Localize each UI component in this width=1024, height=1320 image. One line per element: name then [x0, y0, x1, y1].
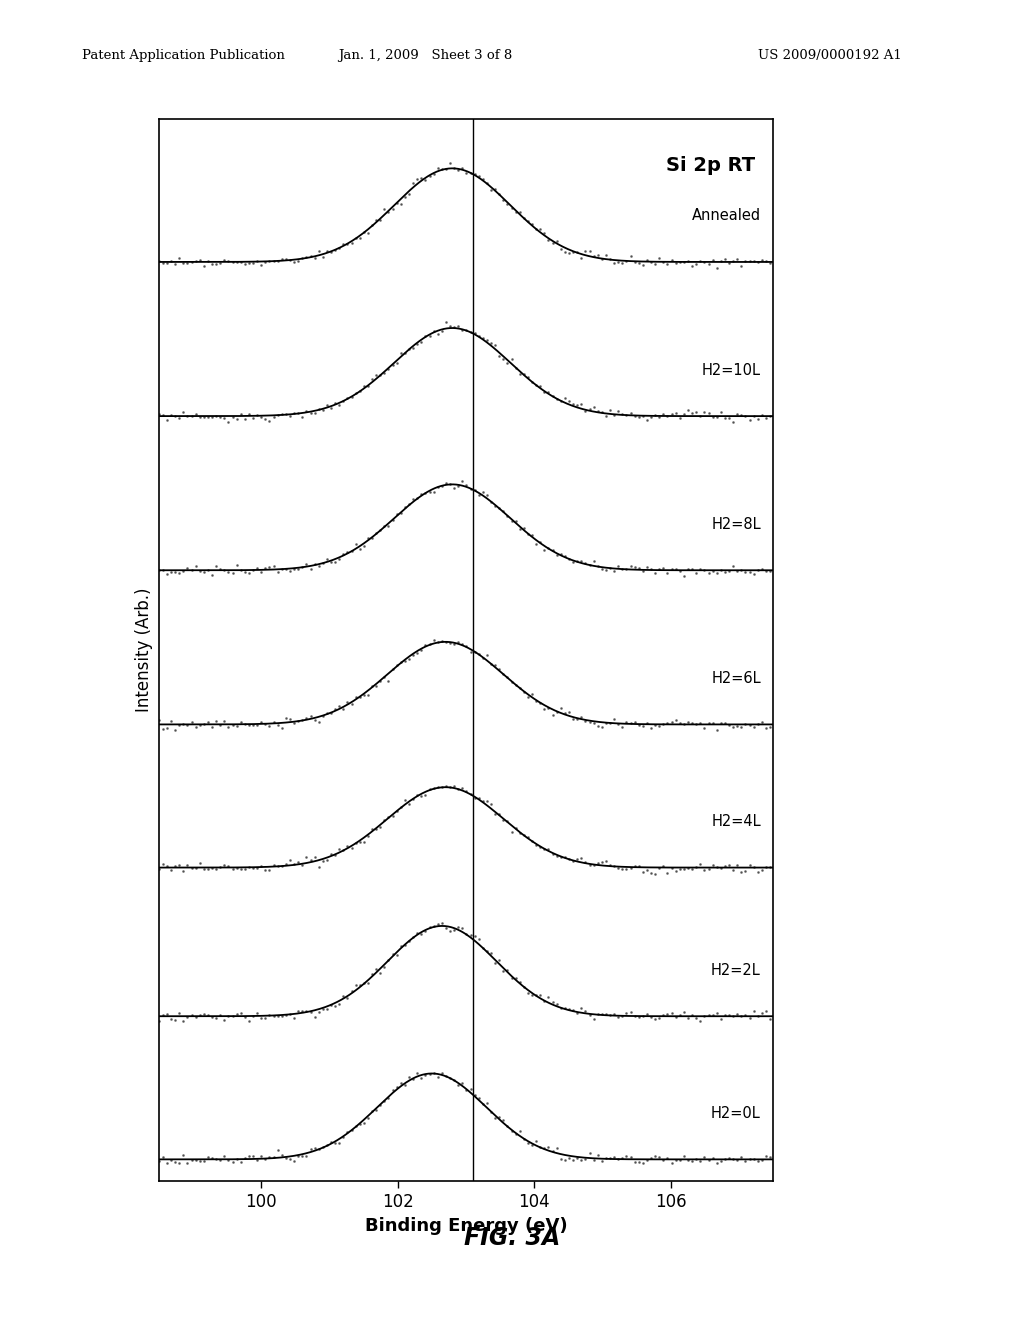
- Text: Annealed: Annealed: [691, 209, 761, 223]
- Text: H2=2L: H2=2L: [711, 962, 761, 978]
- Y-axis label: Intensity (Arb.): Intensity (Arb.): [135, 587, 154, 713]
- Text: Si 2p RT: Si 2p RT: [666, 156, 755, 176]
- Text: H2=10L: H2=10L: [701, 363, 761, 378]
- Text: Jan. 1, 2009   Sheet 3 of 8: Jan. 1, 2009 Sheet 3 of 8: [338, 49, 512, 62]
- Text: H2=6L: H2=6L: [712, 671, 761, 686]
- Text: H2=0L: H2=0L: [711, 1106, 761, 1121]
- Text: FIG. 3A: FIG. 3A: [464, 1226, 560, 1250]
- Text: US 2009/0000192 A1: US 2009/0000192 A1: [758, 49, 901, 62]
- X-axis label: Binding Energy (eV): Binding Energy (eV): [365, 1217, 567, 1234]
- Text: H2=4L: H2=4L: [712, 814, 761, 829]
- Text: Patent Application Publication: Patent Application Publication: [82, 49, 285, 62]
- Text: H2=8L: H2=8L: [712, 516, 761, 532]
